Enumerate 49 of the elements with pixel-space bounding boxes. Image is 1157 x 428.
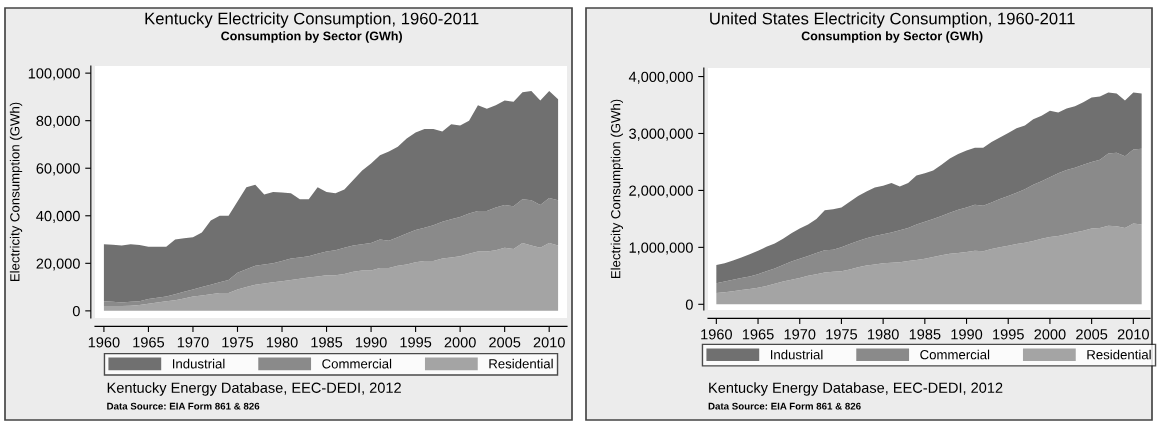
x-tick-label: 2005 <box>489 337 521 348</box>
x-tick-label: 1960 <box>88 337 120 348</box>
x-tick-label: 1970 <box>784 329 816 340</box>
legend-label: Commercial <box>920 349 990 360</box>
x-tick-label: 1990 <box>355 337 387 348</box>
y-tick-label: 40,000 <box>36 210 80 223</box>
x-tick-label: 1985 <box>909 329 941 340</box>
source-note: Data Source: EIA Form 861 & 826 <box>107 402 260 410</box>
y-axis-title: Electricity Consumption (GWh) <box>9 102 23 282</box>
x-tick-label: 1960 <box>701 329 732 340</box>
x-tick-label: 1990 <box>951 329 983 340</box>
x-tick-label: 1970 <box>177 337 209 348</box>
x-tick-label: 2000 <box>444 337 476 348</box>
chart-subtitle: Consumption by Sector (GWh) <box>801 31 983 43</box>
x-tick-label: 1980 <box>266 337 298 348</box>
x-tick-label: 1965 <box>133 337 165 348</box>
text: Kentucky Energy Database, EEC-DEDI, 2012 <box>709 382 1003 396</box>
y-tick-label: 80,000 <box>36 115 80 128</box>
x-tick-label: 2010 <box>1117 329 1149 340</box>
chart-title: United States Electricity Consumption, 1960-2011 <box>710 12 1075 28</box>
x-tick-label: 1995 <box>993 329 1024 340</box>
legend-label: Industrial <box>770 349 823 360</box>
y-tick-label: 3,000,000 <box>629 128 693 141</box>
chart-subtitle: Consumption by Sector (GWh) <box>221 31 402 43</box>
y-tick-label: 100,000 <box>28 68 80 81</box>
x-tick-label: 1995 <box>400 337 432 348</box>
x-tick-label: 1975 <box>222 337 254 348</box>
chart-title: Kentucky Electricity Consumption, 1960-2011 <box>145 12 479 28</box>
x-tick-label: 1965 <box>742 329 774 340</box>
legend-label: Residential <box>1087 349 1151 360</box>
x-tick-label: 2005 <box>1076 329 1108 340</box>
y-tick-label: 0 <box>685 299 693 310</box>
x-tick-label: 2010 <box>533 337 565 348</box>
y-tick-label: 0 <box>72 305 80 317</box>
x-tick-label: 1975 <box>826 329 858 340</box>
legend-label: Industrial <box>172 358 225 369</box>
y-tick-label: 1,000,000 <box>629 242 693 255</box>
legend-label: Residential <box>489 358 553 369</box>
text: Kentucky Energy Database, EEC-DEDI, 2012 <box>107 382 401 396</box>
y-tick-label: 4,000,000 <box>628 71 693 84</box>
x-tick-label: 2000 <box>1034 329 1066 340</box>
x-tick-label: 1985 <box>311 337 343 348</box>
source-note: Data Source: EIA Form 861 & 826 <box>708 402 861 410</box>
legend-label: Commercial <box>322 358 392 369</box>
y-tick-label: 60,000 <box>36 163 80 176</box>
y-tick-label: 2,000,000 <box>629 185 693 198</box>
x-tick-label: 1980 <box>868 329 899 340</box>
y-tick-label: 20,000 <box>36 258 80 271</box>
y-axis-title: Electricity Consumption (GWh) <box>610 99 623 279</box>
